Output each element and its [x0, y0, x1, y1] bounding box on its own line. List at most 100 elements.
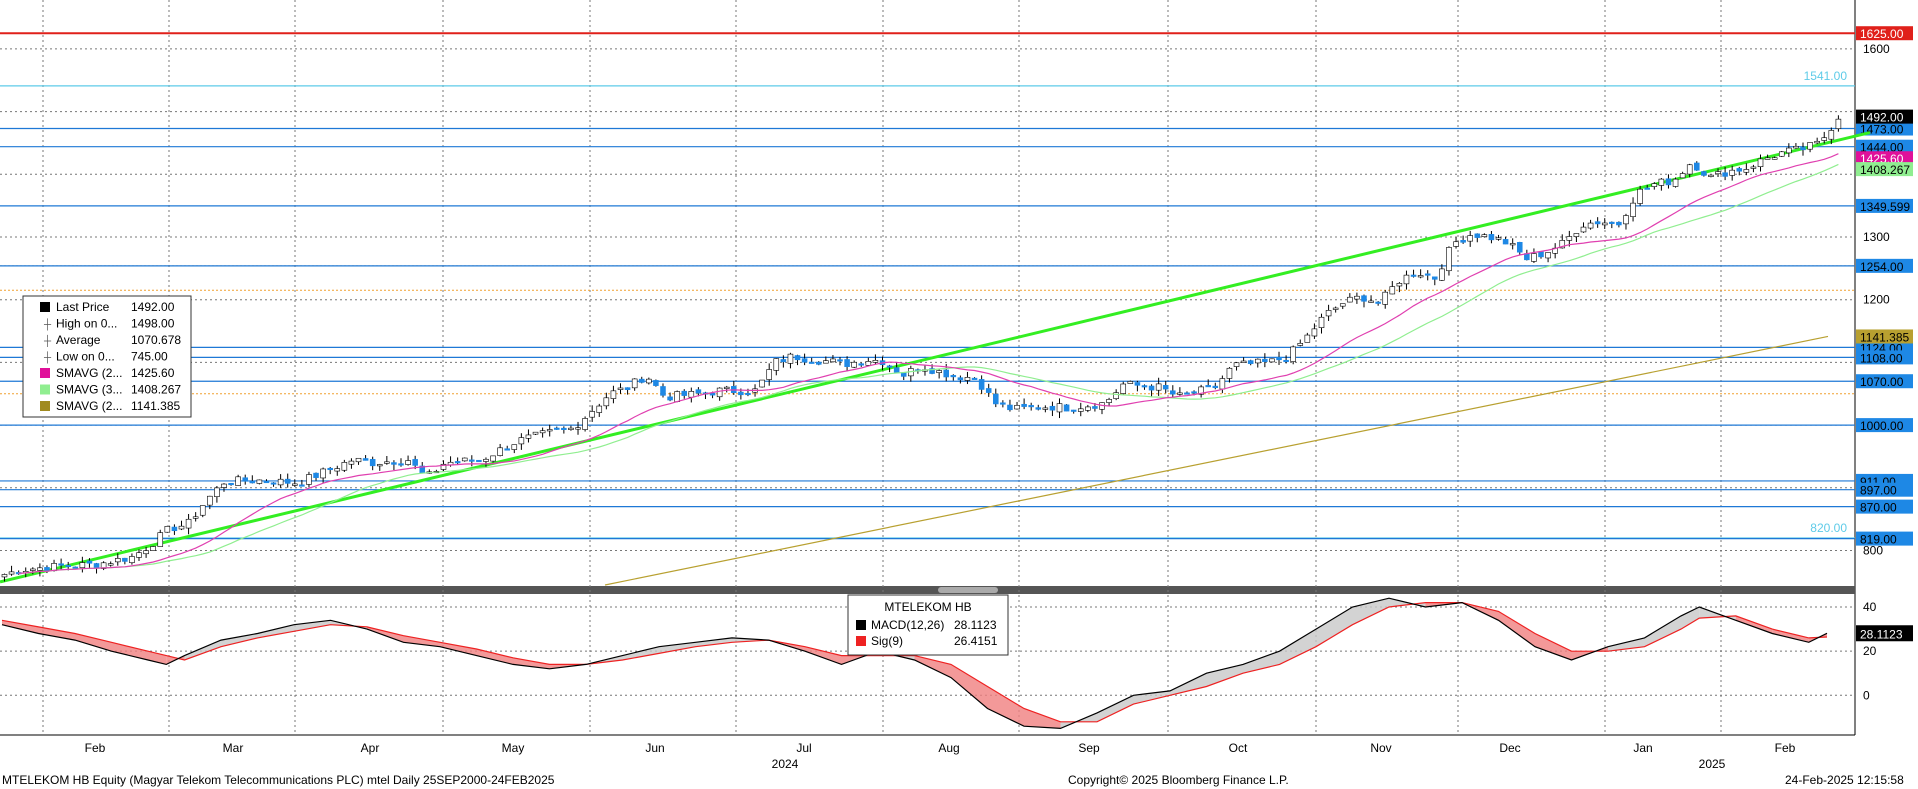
macd-legend-swatch: [856, 620, 866, 630]
candle-body: [341, 462, 348, 471]
legend-label: SMAVG (2...: [56, 366, 122, 380]
candle-body: [1155, 383, 1162, 391]
level-label: 897.00: [1860, 484, 1897, 498]
candle-body: [86, 560, 93, 564]
candle-body: [1092, 406, 1098, 409]
candle-body: [631, 378, 638, 389]
candle-body: [1247, 360, 1254, 364]
candle-body: [199, 505, 206, 516]
level-label: 1473.00: [1860, 123, 1904, 137]
legend-value: 1492.00: [131, 300, 175, 314]
candle-body: [30, 568, 36, 571]
level-label: 1070.00: [1860, 375, 1904, 389]
candle-body: [100, 562, 107, 569]
candle-body: [646, 378, 652, 384]
candle-body: [1531, 253, 1537, 262]
candle-body: [546, 429, 553, 432]
candle-body: [412, 459, 418, 466]
candle-body: [978, 379, 985, 390]
candle-body: [1283, 359, 1289, 363]
y-tick-label: 1200: [1863, 293, 1890, 307]
value-tag: [1856, 162, 1913, 177]
candle-body: [1800, 147, 1806, 151]
candle-body: [497, 447, 503, 456]
level-tag: [1856, 26, 1913, 41]
x-tick-label: Apr: [361, 741, 380, 755]
candle-body: [122, 557, 128, 562]
candle-body: [518, 437, 525, 445]
candle-body: [171, 526, 178, 532]
level-label: 870.00: [1860, 501, 1897, 515]
legend-label: Last Price: [56, 300, 110, 314]
candle-body: [943, 369, 949, 378]
macd-fill: [1571, 646, 1608, 660]
candle-body: [773, 358, 780, 371]
candle-body: [1750, 166, 1757, 169]
macd-legend: MTELEKOM HB MACD(12,26) 28.1123 Sig(9) 26.41…: [847, 594, 1009, 656]
candle-body: [1396, 283, 1403, 287]
candle-body: [306, 474, 312, 485]
candle-body: [1701, 171, 1707, 176]
candle-body: [1368, 300, 1374, 303]
level-label: 1108.00: [1860, 351, 1903, 365]
candle-body: [1672, 178, 1679, 187]
candle-body: [1269, 358, 1275, 363]
candle-body: [398, 463, 404, 466]
candle-body: [695, 389, 702, 394]
macd-fill: [2, 620, 39, 634]
candle-body: [1, 574, 8, 578]
candle-body: [653, 380, 659, 386]
candle-body: [1729, 169, 1735, 176]
candle-body: [1446, 247, 1452, 272]
candle-body: [617, 387, 624, 390]
x-tick-label: Jul: [796, 741, 811, 755]
candle-body: [780, 359, 787, 363]
candle-body: [1786, 147, 1792, 154]
sma-slow-line: [604, 335, 1829, 586]
candle-body: [865, 361, 872, 366]
macd-fill: [184, 640, 221, 660]
candle-body: [1538, 251, 1544, 258]
level-label: 820.00: [1810, 521, 1847, 535]
candle-body: [1042, 407, 1049, 410]
value-tag: [1856, 109, 1913, 124]
candle-body: [249, 480, 256, 484]
candle-body: [192, 516, 199, 519]
macd-fill: [1535, 633, 1572, 660]
candle-body: [256, 479, 263, 484]
candle-body: [1198, 386, 1204, 395]
x-tick-label: Sep: [1078, 741, 1100, 755]
footer-copyright: Copyright© 2025 Bloomberg Finance L.P.: [1068, 773, 1289, 787]
candle-body: [1191, 391, 1197, 394]
candles-group: [1, 115, 1842, 582]
candle-body: [766, 369, 772, 380]
level-tag: [1856, 258, 1913, 273]
candle-body: [830, 358, 836, 363]
legend-value: 745.00: [131, 350, 168, 364]
level-tag: [1856, 198, 1913, 213]
macd-fill: [1097, 695, 1134, 722]
candle-body: [900, 372, 907, 377]
macd-fill: [1681, 607, 1700, 630]
candle-body: [1141, 385, 1148, 388]
candle-body: [1127, 381, 1134, 384]
candle-body: [1347, 296, 1353, 303]
legend-label: SMAVG (2...: [56, 399, 122, 413]
candle-body: [1233, 362, 1240, 367]
x-tick-label: Nov: [1370, 741, 1391, 755]
candle-body: [1120, 383, 1127, 394]
candle-body: [1502, 239, 1509, 245]
macd-fill: [659, 642, 696, 654]
x-tick-label: Mar: [223, 741, 244, 755]
candle-body: [759, 379, 765, 388]
macd-fill: [1206, 664, 1243, 687]
candle-body: [1063, 404, 1070, 412]
candle-body: [1467, 235, 1473, 242]
candle-body: [376, 464, 383, 467]
candle-body: [1644, 187, 1650, 190]
candle-body: [185, 518, 192, 529]
value-tag-label: 1492.00: [1860, 111, 1904, 125]
candle-body: [823, 360, 829, 364]
panel-divider: [0, 586, 1855, 594]
candle-body: [369, 459, 376, 467]
